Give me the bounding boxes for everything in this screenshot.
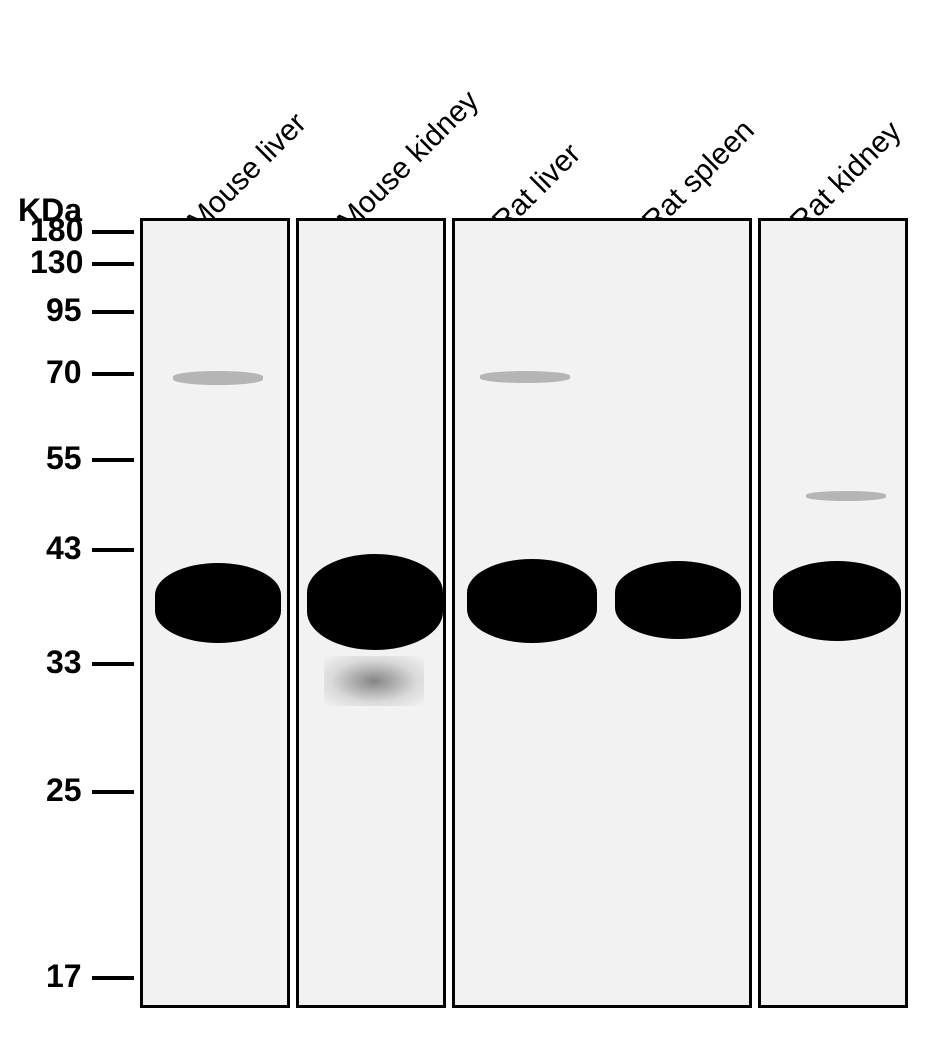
blot-figure: KDa 18013095705543332517 Mouse liverMous… xyxy=(0,0,947,1054)
marker-tick xyxy=(92,548,134,552)
blot-panel xyxy=(140,218,290,1008)
marker-label: 33 xyxy=(46,644,82,681)
lane-label: Mouse kidney xyxy=(331,84,486,239)
protein-band xyxy=(155,563,281,643)
marker-tick xyxy=(92,310,134,314)
marker-tick xyxy=(92,976,134,980)
protein-band xyxy=(615,561,741,639)
protein-band xyxy=(773,561,901,641)
protein-band xyxy=(467,559,597,643)
marker-tick xyxy=(92,458,134,462)
faint-band xyxy=(173,371,263,385)
marker-label: 95 xyxy=(46,292,82,329)
marker-label: 25 xyxy=(46,772,82,809)
marker-label: 43 xyxy=(46,530,82,567)
marker-tick xyxy=(92,372,134,376)
protein-band xyxy=(307,554,443,650)
blot-panel xyxy=(452,218,752,1008)
faint-band xyxy=(480,371,570,383)
marker-label: 70 xyxy=(46,354,82,391)
blot-panel xyxy=(296,218,446,1008)
marker-tick xyxy=(92,262,134,266)
blot-panel xyxy=(758,218,908,1008)
faint-band xyxy=(806,491,886,501)
marker-tick xyxy=(92,662,134,666)
marker-label: 130 xyxy=(30,244,83,281)
smear xyxy=(324,656,424,706)
marker-tick xyxy=(92,790,134,794)
marker-label: 55 xyxy=(46,440,82,477)
marker-tick xyxy=(92,230,134,234)
marker-label: 17 xyxy=(46,958,82,995)
